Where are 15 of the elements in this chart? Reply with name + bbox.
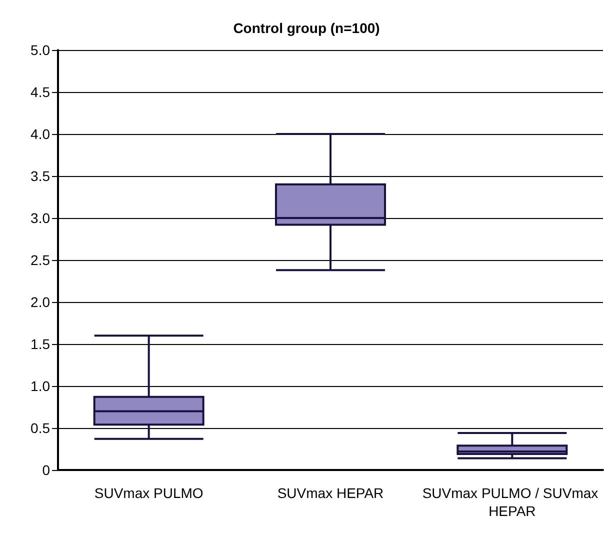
y-tick-label: 3.5: [30, 168, 50, 184]
y-tick-label: 1.0: [30, 378, 50, 394]
y-tick-label: 5.0: [30, 42, 50, 58]
y-tick-label: 4.5: [30, 84, 50, 100]
x-tick-label: SUVmax HEPAR: [277, 485, 384, 501]
y-tick-label: 0: [42, 462, 50, 478]
y-tick-label: 2.5: [30, 252, 50, 268]
y-tick-label: 4.0: [30, 126, 50, 142]
y-tick-label: 0.5: [30, 420, 50, 436]
x-tick-label: SUVmax PULMO: [94, 485, 204, 501]
y-tick-label: 3.0: [30, 210, 50, 226]
y-tick-label: 2.0: [30, 294, 50, 310]
x-tick-label: SUVmax PULMO / SUVmax HEPAR: [422, 485, 602, 519]
chart-title: Control group (n=100): [233, 20, 380, 36]
y-tick-label: 1.5: [30, 336, 50, 352]
